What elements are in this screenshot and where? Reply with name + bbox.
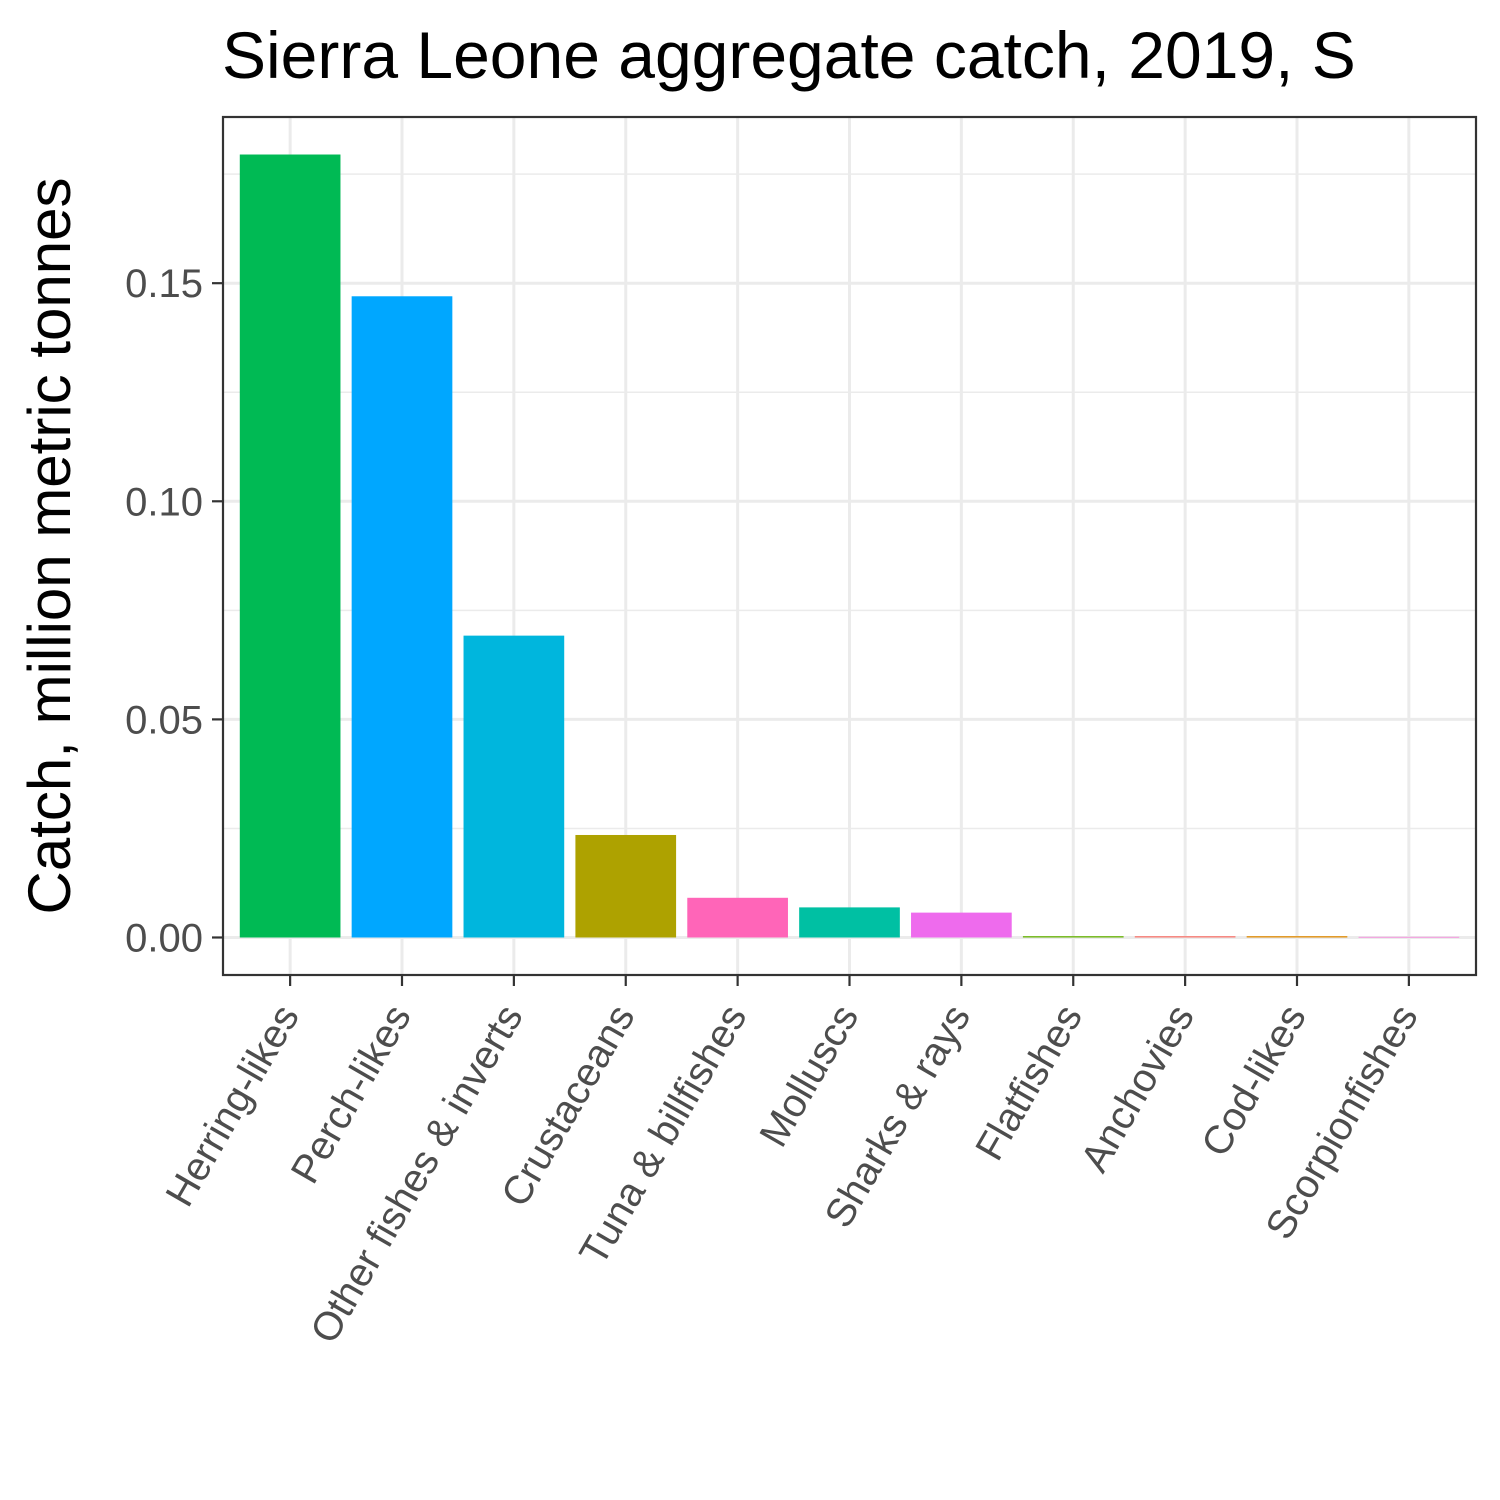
y-tick-label: 0.05	[125, 698, 203, 742]
bar	[911, 912, 1012, 938]
x-tick-label: Molluscs	[751, 998, 867, 1155]
y-tick-label: 0.00	[125, 916, 203, 960]
bar	[351, 296, 453, 938]
x-tick-label: Flatfishes	[967, 998, 1091, 1168]
bar	[463, 635, 565, 938]
bar	[239, 154, 341, 938]
x-tick-label: Cod-likes	[1193, 998, 1314, 1164]
bars	[239, 154, 1460, 938]
x-tick-label: Other fishes & inverts	[302, 998, 531, 1351]
bar	[1134, 936, 1236, 938]
y-tick-label: 0.10	[125, 480, 203, 524]
bar	[1246, 936, 1348, 938]
y-axis-title: Catch, million metric tonnes	[16, 178, 83, 915]
x-tick-label: Herring-likes	[158, 998, 308, 1214]
x-tick-label: Anchovies	[1073, 998, 1203, 1180]
y-tick-label: 0.15	[125, 262, 203, 306]
bar	[687, 897, 788, 938]
chart-title: Sierra Leone aggregate catch, 2019, S	[222, 18, 1356, 92]
bar	[799, 907, 900, 938]
bar	[1022, 936, 1124, 938]
bar	[575, 834, 677, 938]
bar	[1358, 936, 1460, 938]
y-axis: 0.00 0.05 0.10 0.15	[125, 262, 223, 960]
